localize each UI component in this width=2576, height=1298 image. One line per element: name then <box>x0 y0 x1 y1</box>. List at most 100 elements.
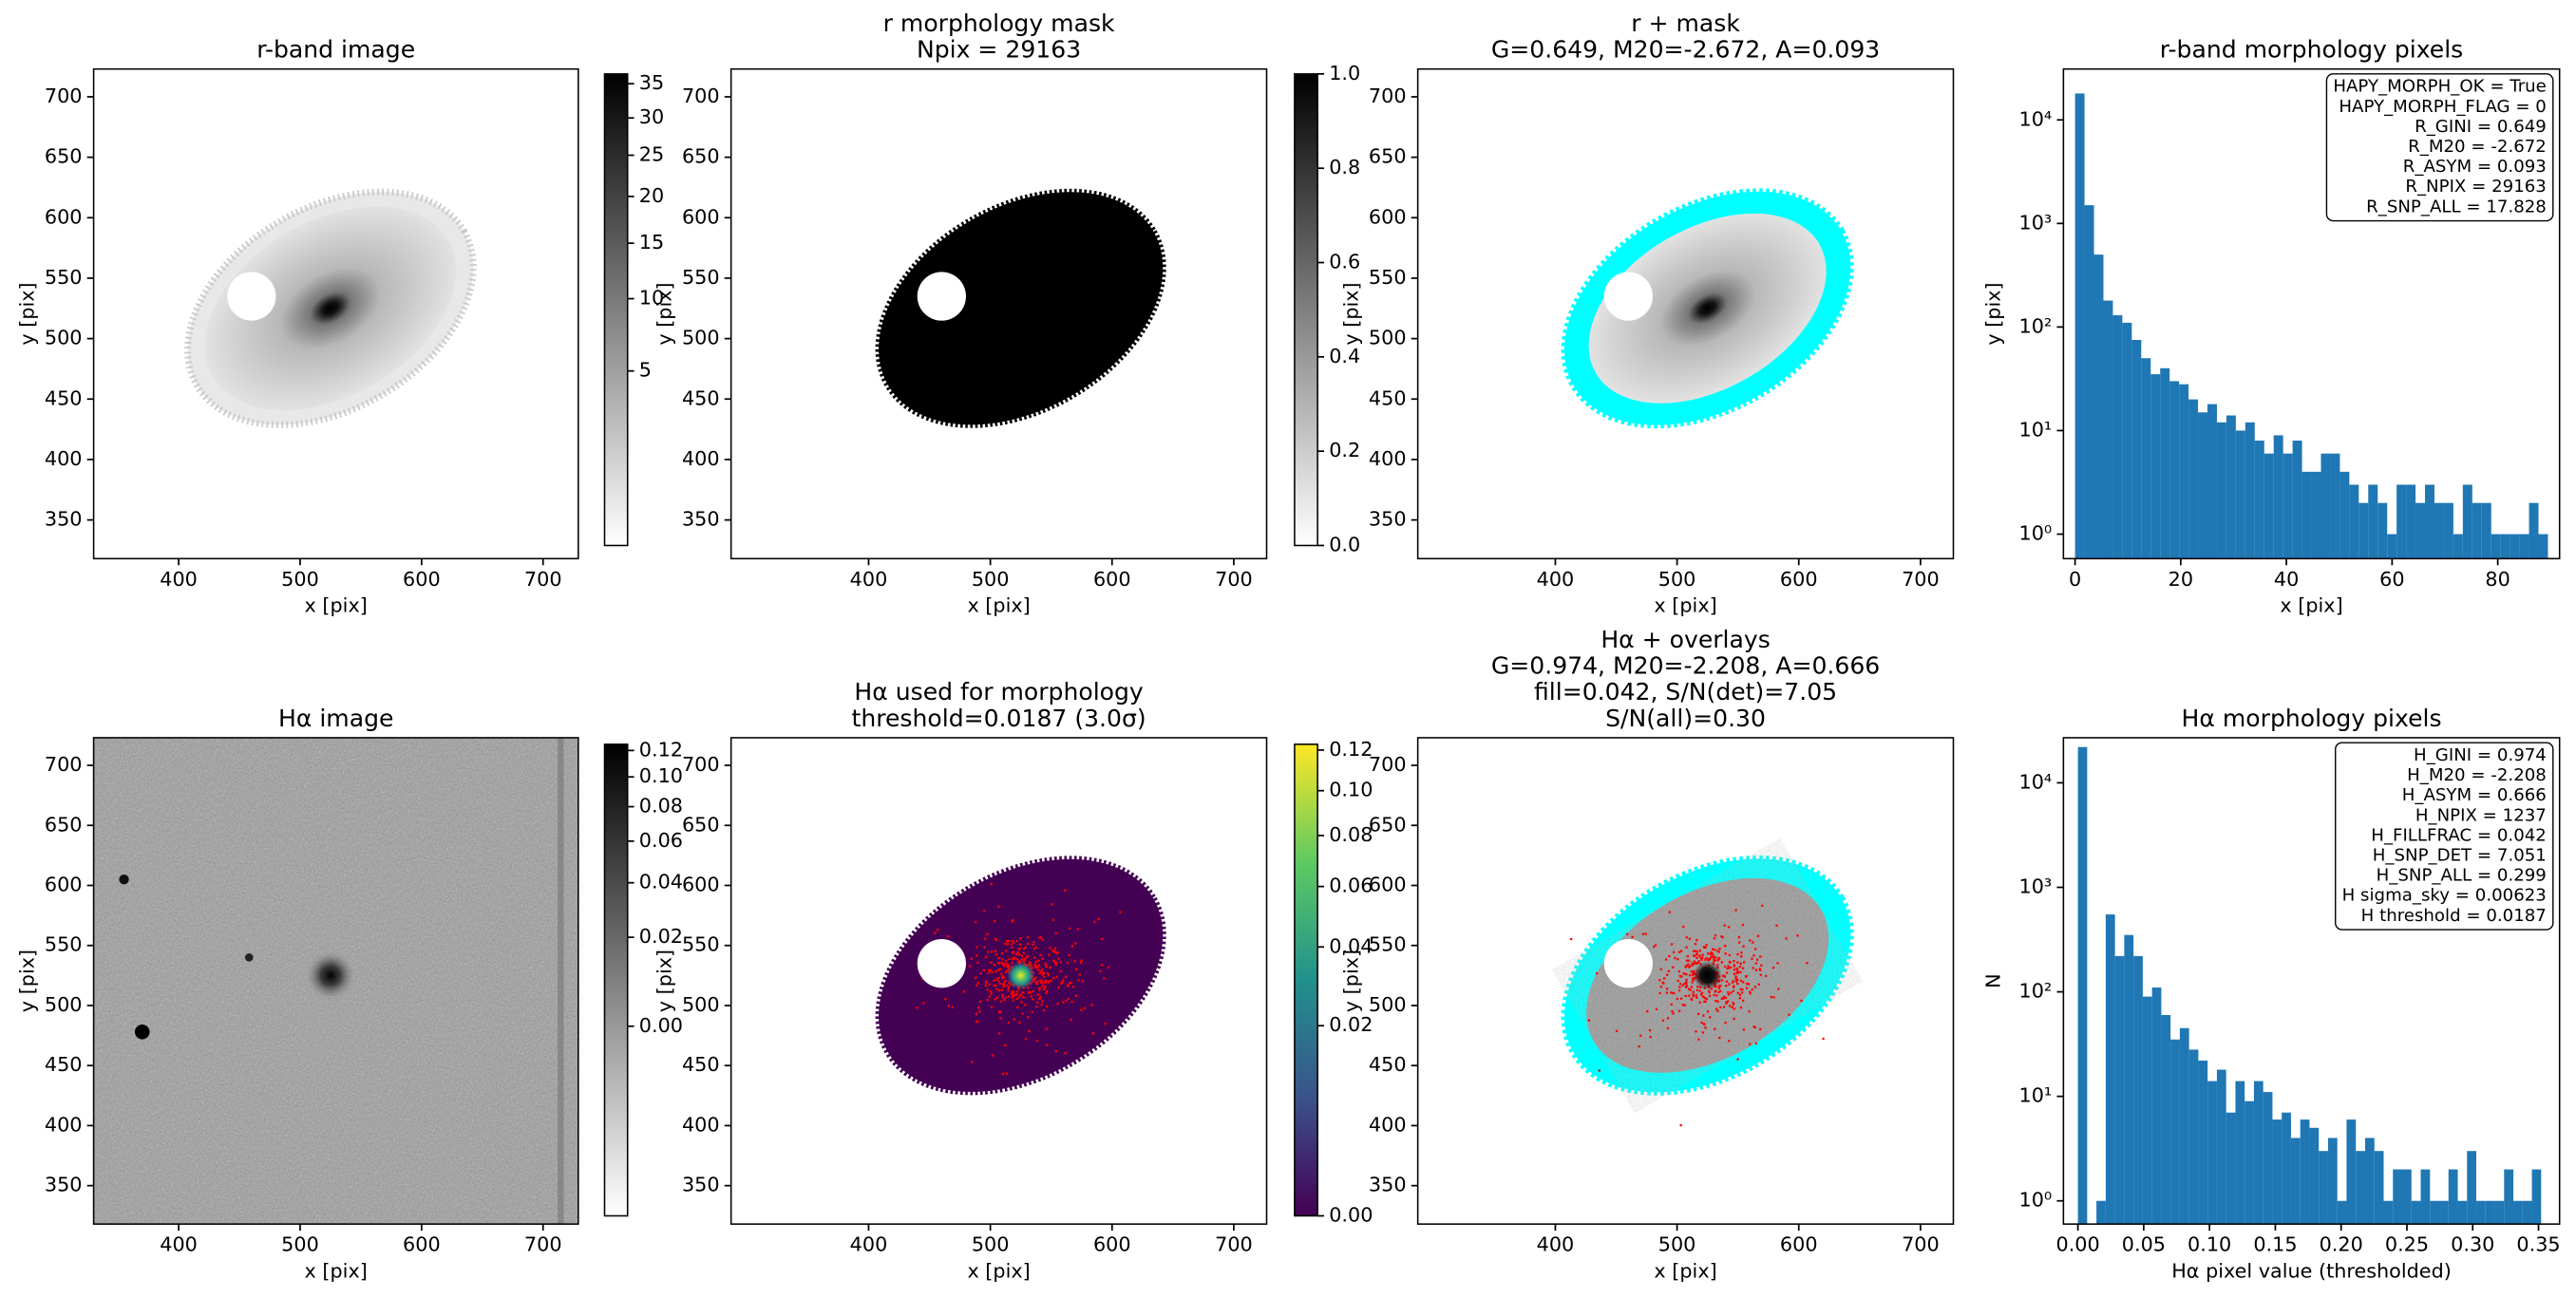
red-pixel <box>1690 986 1693 988</box>
red-pixel <box>991 950 994 953</box>
red-pixel <box>1735 968 1738 970</box>
y-tick-label: 600 <box>682 873 720 895</box>
red-pixel <box>1704 997 1707 1000</box>
y-tick-label: 450 <box>1369 1053 1407 1076</box>
red-pixel <box>1734 975 1737 978</box>
red-pixel <box>1064 889 1067 892</box>
red-pixel <box>1732 989 1735 992</box>
red-pixel <box>1001 975 1004 978</box>
red-pixel <box>1672 1012 1675 1015</box>
panel-title: S/N(all)=0.30 <box>1605 705 1766 732</box>
red-pixel <box>997 980 1000 983</box>
colorbar-tick-label: 0.10 <box>639 764 683 787</box>
red-pixel <box>1034 960 1038 964</box>
red-pixel <box>1019 937 1022 940</box>
red-pixel <box>1707 952 1710 955</box>
red-pixel <box>1064 975 1068 978</box>
red-pixel <box>1016 1006 1019 1008</box>
red-pixel <box>1046 989 1049 993</box>
axes-frame <box>1416 67 1955 560</box>
y-tick-label: 10¹ <box>2019 418 2053 441</box>
masked-star <box>1603 939 1653 988</box>
red-pixel <box>1039 970 1042 973</box>
red-pixel <box>1006 963 1009 966</box>
red-pixel <box>1014 993 1017 996</box>
bar <box>2494 1200 2505 1225</box>
red-pixel <box>1822 1037 1825 1041</box>
red-pixel <box>1033 963 1036 966</box>
y-tick-label: 550 <box>1369 933 1407 956</box>
bar <box>2216 1069 2226 1225</box>
red-pixel <box>1731 981 1734 984</box>
panel-title: r-band morphology pixels <box>2160 36 2463 64</box>
red-pixel <box>1676 958 1679 961</box>
y-tick-label: 450 <box>45 386 83 409</box>
red-pixel <box>1015 997 1018 1000</box>
bar <box>2330 453 2340 559</box>
y-tick-label: 350 <box>45 1174 83 1196</box>
bar <box>2448 1169 2458 1225</box>
red-pixel <box>1685 981 1688 984</box>
y-tick-label: 700 <box>1369 85 1407 107</box>
plot-area <box>1417 737 1954 1225</box>
red-pixel <box>1695 994 1697 997</box>
bar <box>2160 367 2170 559</box>
red-pixel <box>1022 960 1025 963</box>
red-pixel <box>1043 981 1046 984</box>
x-tick-label: 400 <box>160 1233 198 1256</box>
red-pixel <box>1697 960 1700 963</box>
red-pixel <box>1033 978 1036 981</box>
y-tick-label: 400 <box>682 1113 720 1136</box>
red-pixel <box>916 1006 919 1009</box>
red-pixel <box>1666 1017 1670 1020</box>
red-pixel <box>1732 980 1735 983</box>
red-pixel <box>1012 999 1014 1002</box>
red-pixel <box>994 950 997 952</box>
y-axis-label: y [pix] <box>1982 282 2005 345</box>
red-pixel <box>1702 995 1705 999</box>
bar <box>2434 502 2444 559</box>
red-pixel <box>1699 993 1703 996</box>
red-pixel <box>1748 1010 1751 1013</box>
bar <box>2377 502 2388 559</box>
y-tick-label: 10⁰ <box>2019 522 2053 545</box>
red-pixel <box>1039 936 1043 939</box>
red-pixel <box>975 946 978 949</box>
bar <box>2467 1151 2477 1225</box>
red-pixel <box>1722 997 1725 1000</box>
red-pixel <box>1702 946 1706 949</box>
y-tick-label: 350 <box>45 508 83 531</box>
colorbar-tick-label: 0.8 <box>1329 156 1360 179</box>
red-pixel <box>1679 983 1682 986</box>
red-pixel <box>1028 1029 1031 1033</box>
red-pixel <box>1011 992 1013 996</box>
red-pixel <box>1012 950 1014 953</box>
x-axis-label: x [pix] <box>305 1259 368 1282</box>
red-pixel <box>1097 917 1101 920</box>
red-pixel <box>1761 904 1764 907</box>
red-pixel <box>1684 966 1687 969</box>
red-pixel <box>1007 939 1011 943</box>
red-pixel <box>1727 965 1730 968</box>
x-axis-label: Hα pixel value (thresholded) <box>2171 1259 2452 1282</box>
red-pixel <box>1000 988 1003 991</box>
x-tick-label: 60 <box>2379 568 2404 591</box>
red-pixel <box>1032 943 1034 947</box>
bar <box>2170 1039 2180 1225</box>
bar <box>2161 1014 2171 1225</box>
red-pixel <box>1027 991 1031 995</box>
red-pixel <box>1666 1026 1670 1030</box>
red-pixel <box>988 995 992 998</box>
red-pixel <box>1646 1010 1649 1013</box>
red-pixel <box>1724 1021 1727 1025</box>
red-pixel <box>1000 972 1003 975</box>
x-tick-label: 600 <box>1780 568 1818 591</box>
axes-frame <box>92 737 579 1225</box>
red-pixel <box>1723 965 1727 969</box>
red-pixel <box>1709 1016 1712 1019</box>
red-pixel <box>1723 924 1726 927</box>
bar <box>2273 435 2283 559</box>
red-pixel <box>1692 963 1695 966</box>
bar <box>2358 502 2369 559</box>
red-pixel <box>1717 958 1720 961</box>
